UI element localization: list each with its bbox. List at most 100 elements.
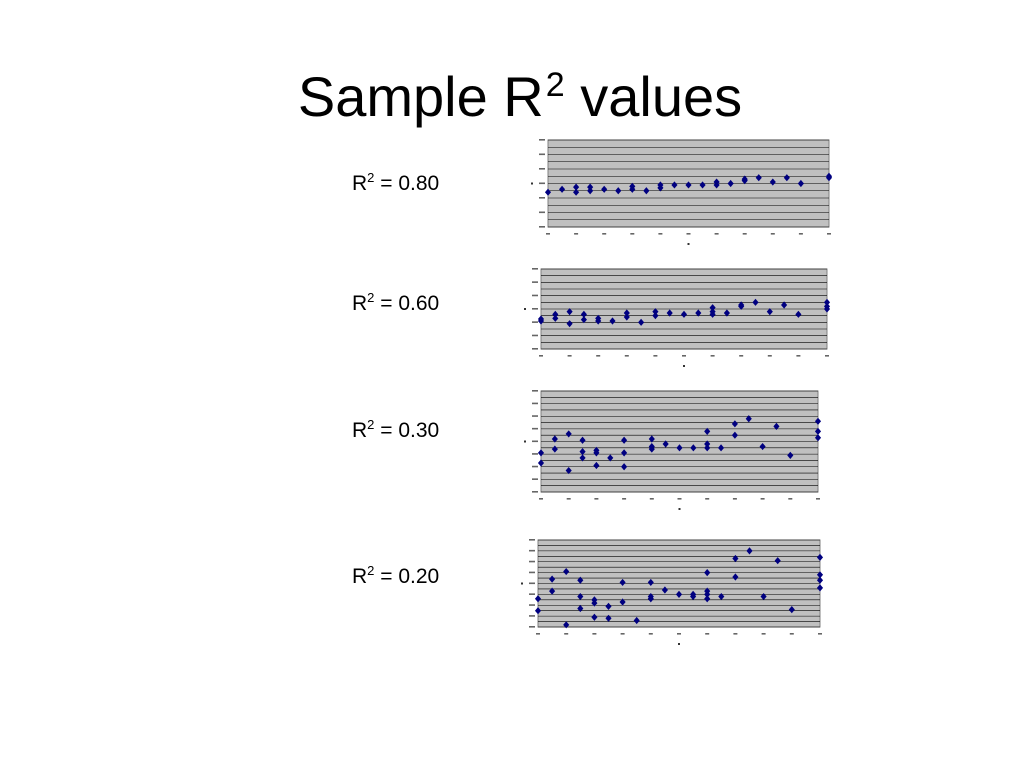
- y-tick-label: [532, 281, 538, 283]
- x-tick-label: [602, 233, 607, 235]
- y-tick-label: [539, 211, 545, 214]
- x-axis-title: [678, 508, 681, 510]
- x-tick-label: [732, 498, 737, 500]
- data-point: [638, 318, 645, 326]
- data-point: [577, 604, 584, 613]
- data-point: [759, 442, 766, 451]
- data-point: [629, 182, 636, 190]
- y-tick-label: [532, 453, 538, 455]
- x-tick-label: [714, 233, 719, 235]
- data-point: [783, 174, 790, 182]
- data-point: [731, 420, 738, 428]
- y-tick-label: [532, 348, 538, 350]
- data-point: [591, 599, 598, 607]
- scatter-chart-2: [524, 268, 831, 367]
- x-axis-title: [678, 643, 680, 645]
- r2-label-value: = 0.30: [374, 419, 440, 442]
- data-point: [695, 309, 702, 317]
- data-point: [690, 444, 697, 452]
- x-tick-label: [564, 633, 569, 635]
- y-tick-label: [532, 402, 538, 405]
- data-point: [619, 598, 626, 606]
- data-point: [718, 592, 725, 601]
- data-point: [704, 444, 711, 452]
- x-tick-label: [767, 355, 772, 357]
- y-axis-title: [524, 308, 526, 310]
- data-point: [671, 181, 678, 189]
- data-point: [648, 442, 655, 451]
- x-axis-title: [687, 243, 690, 245]
- y-axis-title: [521, 582, 523, 585]
- r2-label-main: R: [352, 172, 368, 195]
- y-axis-title: [524, 440, 526, 443]
- data-point: [615, 187, 622, 195]
- x-tick-label: [760, 498, 765, 500]
- r2-label-superscript: 2: [367, 563, 375, 578]
- x-tick-label: [677, 498, 682, 500]
- x-tick-label: [620, 633, 625, 635]
- r2-label-superscript: 2: [367, 417, 375, 432]
- y-tick-label: [532, 334, 538, 337]
- scatter-chart-1: [531, 139, 833, 245]
- data-point: [662, 440, 669, 448]
- r2-label-value: = 0.60: [374, 292, 440, 315]
- data-point: [593, 446, 600, 454]
- data-point: [788, 606, 795, 614]
- x-tick-label: [566, 498, 571, 500]
- data-point: [579, 448, 586, 456]
- data-point: [623, 309, 630, 317]
- r2-label-value: = 0.80: [374, 172, 440, 195]
- x-tick-label: [648, 633, 653, 635]
- data-point: [643, 187, 650, 195]
- y-tick-label: [539, 153, 545, 156]
- data-point: [563, 621, 570, 629]
- data-point: [633, 616, 640, 625]
- data-point: [577, 592, 584, 601]
- y-tick-label: [529, 571, 535, 574]
- x-tick-label: [816, 498, 820, 500]
- data-point: [787, 451, 794, 459]
- y-tick-label: [529, 615, 535, 617]
- data-point: [647, 595, 654, 603]
- y-tick-label: [529, 539, 535, 541]
- data-point: [723, 309, 730, 317]
- slide-title: Sample R2 values: [0, 62, 1024, 140]
- data-point: [713, 181, 720, 189]
- data-point: [623, 313, 630, 321]
- data-point: [769, 178, 776, 186]
- data-point: [661, 586, 668, 594]
- r2-label-1: R2 = 0.80: [352, 170, 440, 199]
- data-point: [699, 181, 706, 189]
- data-point: [657, 184, 664, 192]
- y-tick-label: [532, 465, 538, 468]
- data-point: [773, 422, 780, 430]
- data-point: [565, 430, 572, 438]
- data-point: [579, 436, 586, 444]
- data-point: [709, 304, 716, 312]
- data-point: [609, 317, 616, 325]
- x-tick-label: [770, 233, 775, 235]
- data-point: [647, 578, 654, 587]
- data-point: [825, 172, 833, 180]
- data-point: [648, 435, 655, 443]
- x-tick-label: [592, 633, 597, 635]
- y-tick-label: [529, 582, 535, 585]
- x-tick-label: [818, 633, 822, 635]
- y-tick-label: [539, 182, 545, 185]
- data-point: [704, 569, 711, 577]
- x-tick-label: [677, 633, 681, 635]
- x-tick-label: [798, 233, 803, 235]
- y-tick-label: [539, 226, 545, 228]
- data-point: [797, 179, 804, 188]
- r2-label-3: R2 = 0.30: [352, 417, 440, 446]
- x-tick-label: [682, 355, 686, 357]
- data-point: [760, 592, 767, 601]
- data-point: [591, 613, 598, 621]
- data-point: [709, 310, 716, 318]
- x-tick-label: [827, 233, 831, 235]
- slide-title-superscript: 2: [545, 66, 565, 104]
- data-point: [732, 554, 739, 563]
- y-tick-label: [529, 560, 535, 563]
- data-point: [563, 567, 570, 576]
- data-point: [552, 314, 559, 322]
